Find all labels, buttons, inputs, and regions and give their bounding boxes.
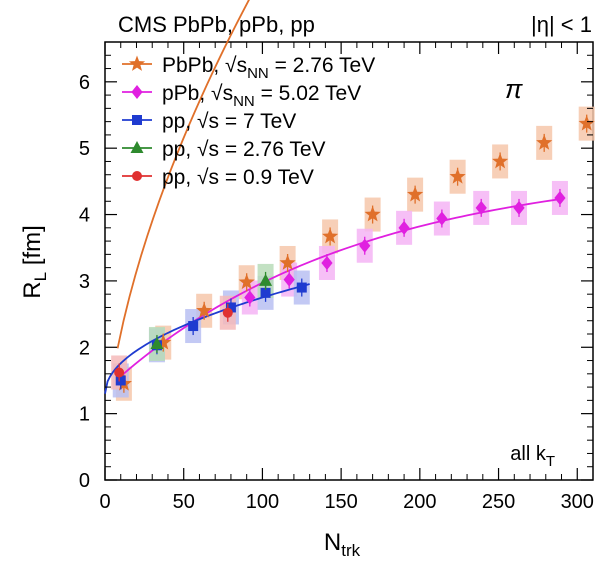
legend-entry-label: pp, √s = 0.9 TeV xyxy=(162,166,314,189)
circle-point xyxy=(114,367,125,378)
triangle-point xyxy=(259,273,273,286)
star-point xyxy=(578,115,595,131)
square-point xyxy=(296,282,307,293)
x-tick-label: 250 xyxy=(482,491,515,513)
legend-entry-label: PbPb, √sNN = 2.76 TeV xyxy=(162,54,375,82)
diamond-point xyxy=(398,220,410,235)
x-tick-label: 200 xyxy=(403,491,436,513)
y-tick-label: 5 xyxy=(79,138,90,160)
legend-marker xyxy=(128,55,146,71)
star-point xyxy=(492,152,509,169)
legend-marker xyxy=(132,171,142,181)
legend-entry-label: pPb, √sNN = 5.02 TeV xyxy=(162,82,361,110)
diamond-point xyxy=(321,255,333,270)
legend-entry-label: pp, √s = 2.76 TeV xyxy=(162,138,326,161)
y-tick-label: 3 xyxy=(79,271,90,293)
particle-label: π xyxy=(505,74,523,104)
x-tick-label: 50 xyxy=(173,491,195,513)
y-tick-label: 2 xyxy=(79,337,90,359)
star-point xyxy=(322,227,339,244)
diamond-point xyxy=(513,200,525,215)
corner-note: all kT xyxy=(510,443,555,470)
diamond-point xyxy=(475,200,487,215)
y-axis-label: RL [fm] xyxy=(19,225,50,298)
star-point xyxy=(196,302,213,318)
star-point xyxy=(449,168,466,184)
y-tick-label: 1 xyxy=(79,404,90,426)
star-point xyxy=(364,206,381,222)
square-point xyxy=(260,287,271,298)
y-tick-label: 0 xyxy=(79,470,90,492)
circle-point xyxy=(222,307,233,318)
triangle-point xyxy=(150,336,164,349)
x-tick-label: 300 xyxy=(561,491,594,513)
diamond-point xyxy=(283,272,295,287)
y-tick-label: 4 xyxy=(79,205,90,227)
data-markers xyxy=(114,114,595,393)
x-tick-label: 0 xyxy=(99,491,110,513)
legend-entry-label: pp, √s = 7 TeV xyxy=(162,110,296,133)
star-fit-curve xyxy=(116,0,250,349)
y-tick-label: 6 xyxy=(79,72,90,94)
x-tick-label: 100 xyxy=(246,491,279,513)
chart-header-left: CMS PbPb, pPb, pp xyxy=(118,12,315,37)
star-point xyxy=(536,134,553,150)
star-point xyxy=(407,186,424,202)
square-point xyxy=(225,302,236,313)
chart-header-right: |η| < 1 xyxy=(531,12,592,37)
x-tick-label: 150 xyxy=(324,491,357,513)
plot-frame xyxy=(104,41,594,481)
legend-marker xyxy=(131,85,143,99)
diamond-fit-curve xyxy=(116,198,562,380)
x-axis-label: Ntrk xyxy=(324,529,361,560)
diamond-point xyxy=(554,190,566,205)
star-point xyxy=(238,273,255,290)
square-point xyxy=(188,321,199,332)
axis-ticks: 0 50 100 150 200 250 300 0 1 2 3 4 5 6 xyxy=(79,42,594,513)
diamond-point xyxy=(436,211,448,226)
diamond-point xyxy=(359,238,371,253)
star-point xyxy=(279,254,296,270)
legend-marker xyxy=(132,115,142,125)
legend-marker xyxy=(130,141,144,153)
star-point xyxy=(155,334,172,350)
square-point xyxy=(115,375,126,386)
diamond-point xyxy=(244,290,256,305)
